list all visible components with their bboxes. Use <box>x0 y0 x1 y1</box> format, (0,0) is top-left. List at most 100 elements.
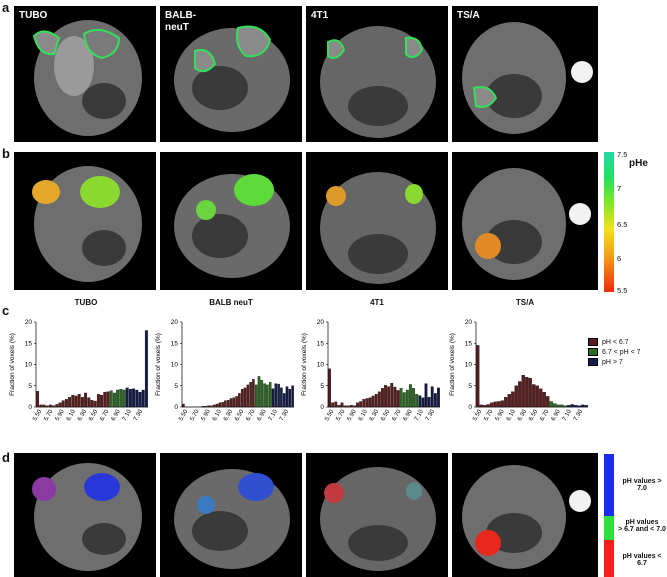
histogram-bar <box>48 404 52 408</box>
mri-image-a-balb-neut: BALB- neuT <box>160 6 302 142</box>
histogram-bar <box>42 404 46 408</box>
column-label-4t1: 4T1 <box>370 298 384 307</box>
scale-unit-label: pHe <box>629 158 648 169</box>
histogram-bar <box>490 402 494 408</box>
histogram-bar <box>479 404 483 408</box>
histogram-bar <box>476 345 480 408</box>
histogram-bar <box>252 379 255 408</box>
histogram-bar <box>521 374 525 408</box>
mri-image-b-tubo <box>14 152 156 290</box>
histogram-bar <box>257 376 261 408</box>
histogram-bar <box>229 398 233 408</box>
histogram-bar <box>138 391 142 408</box>
histogram-bar <box>116 389 120 408</box>
x-tick-label: 5.70 <box>483 408 494 422</box>
x-tick-label: 6.10 <box>358 408 369 422</box>
histogram-bar <box>483 405 487 408</box>
histogram-bar <box>553 403 557 408</box>
x-tick-label: 6.50 <box>88 408 99 422</box>
y-tick-label: 0 <box>28 404 32 411</box>
histogram-bar <box>511 391 515 408</box>
x-tick-label: 5.90 <box>55 408 66 422</box>
x-tick-label: 6.90 <box>111 408 122 422</box>
histogram-bar <box>497 401 501 408</box>
y-tick-label: 15 <box>171 340 179 347</box>
histogram-bar <box>390 383 394 408</box>
histogram-bar <box>371 395 375 408</box>
histogram-bar <box>343 405 347 408</box>
histogram-bar <box>52 405 56 408</box>
x-tick-label: 6.50 <box>380 408 391 422</box>
mri-image-a-tsa: TS/A <box>452 6 598 142</box>
image-label-balb-neut: BALB- neuT <box>165 10 197 33</box>
histogram-bar <box>334 401 338 408</box>
phe-color-scale <box>604 152 614 292</box>
histogram-bar <box>415 394 419 408</box>
scale-tick: 7.5 <box>617 150 628 159</box>
legend-item-low: pH < 6.7 <box>588 337 641 347</box>
histogram-bar <box>210 405 213 408</box>
histogram-bar <box>291 385 294 408</box>
histogram-bar <box>285 386 289 408</box>
histogram-bar <box>486 404 490 408</box>
column-label-balb-neut: BALB neuT <box>209 298 253 307</box>
histogram-bar <box>433 393 437 408</box>
histogram-bar <box>243 387 247 408</box>
histogram-bar <box>365 398 369 408</box>
column-label-tsa: TS/A <box>515 298 535 307</box>
image-label-4t1: 4T1 <box>311 10 329 21</box>
histogram-bar <box>274 383 278 408</box>
histogram-bar <box>381 388 384 408</box>
mri-image-a-4t1: 4T1 <box>306 6 448 142</box>
histogram-bar <box>240 389 244 408</box>
histogram-bar <box>249 382 252 408</box>
x-tick-label: 6.30 <box>77 408 88 422</box>
histogram-bar <box>556 404 560 408</box>
histogram-bar <box>418 395 422 408</box>
y-axis-label: Fraction of voxels (%) <box>449 333 456 396</box>
histogram-bar <box>84 392 88 408</box>
y-tick-label: 20 <box>171 319 179 326</box>
histogram-bar <box>349 405 353 408</box>
y-tick-label: 5 <box>174 383 178 390</box>
legend-box-high <box>604 454 614 516</box>
histogram-bar <box>215 403 219 408</box>
histogram-bar <box>549 401 553 408</box>
histogram-bar <box>387 386 391 408</box>
x-tick-label: 7.10 <box>268 408 279 422</box>
x-tick-label: 5.50 <box>32 408 43 422</box>
scale-tick: 6 <box>617 254 622 263</box>
histogram-bar <box>359 401 363 408</box>
x-tick-label: 6.70 <box>539 408 550 422</box>
mri-image-b-balb-neut <box>160 152 302 290</box>
histogram-bar <box>560 404 564 408</box>
x-tick-label: 5.70 <box>189 408 200 422</box>
histogram-bar <box>103 391 107 408</box>
y-tick-label: 20 <box>25 319 33 326</box>
histogram-bar <box>282 393 286 408</box>
histogram-bar <box>93 400 97 408</box>
histogram-bar <box>100 394 104 408</box>
histogram-bar <box>368 397 372 408</box>
histogram-bar <box>288 389 292 408</box>
histogram-bar <box>546 396 550 408</box>
mri-image-b-4t1 <box>306 152 448 290</box>
mri-image-b-tsa <box>452 152 598 290</box>
histogram-bar <box>71 394 75 408</box>
histogram-bar <box>518 381 522 408</box>
histogram-bar <box>581 404 585 408</box>
histogram-bar <box>362 399 366 408</box>
y-tick-label: 15 <box>25 340 33 347</box>
x-tick-label: 7.30 <box>573 408 584 422</box>
histogram-bar <box>125 387 129 408</box>
image-label-tsa: TS/A <box>457 10 480 21</box>
x-tick-label: 6.50 <box>528 408 539 422</box>
histogram-bar <box>226 400 230 408</box>
y-tick-label: 15 <box>317 340 325 347</box>
histogram-bar <box>218 402 222 408</box>
y-axis-label: Fraction of voxels (%) <box>301 333 308 396</box>
mri-image-a-tubo: TUBO <box>14 6 156 142</box>
histogram-bar <box>331 402 335 408</box>
histogram-bar <box>106 391 110 408</box>
histogram-bar <box>119 389 123 408</box>
